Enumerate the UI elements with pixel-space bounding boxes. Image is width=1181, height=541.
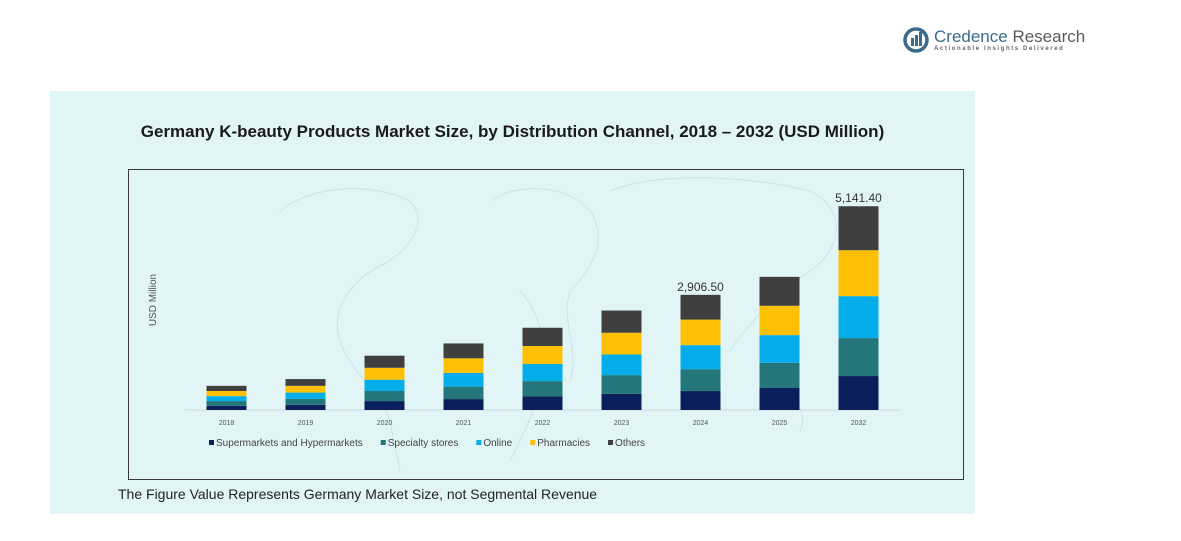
bar-segment-2032-supermarkets-and-hypermarkets xyxy=(838,376,879,410)
bar-segment-2024-supermarkets-and-hypermarkets xyxy=(680,391,721,410)
bar-segment-2020-others xyxy=(364,355,405,368)
bar-segment-2018-pharmacies xyxy=(206,390,247,397)
legend-swatch-pharmacies xyxy=(530,440,536,445)
legend-swatch-specialty-stores xyxy=(380,440,386,445)
bar-segment-2023-pharmacies xyxy=(601,332,642,355)
bar-segment-2021-online xyxy=(443,372,484,387)
bar-segment-2025-others xyxy=(759,276,800,306)
legend-label: Pharmacies xyxy=(537,438,590,449)
x-tick-label: 2018 xyxy=(219,420,235,427)
bar-segment-2024-specialty-stores xyxy=(680,369,721,392)
data-label-2024: 2,906.50 xyxy=(677,280,724,294)
chart-title: Germany K-beauty Products Market Size, b… xyxy=(140,122,885,141)
bar-segment-2018-supermarkets-and-hypermarkets xyxy=(206,405,247,410)
bar-segment-2032-others xyxy=(838,206,879,251)
bar-segment-2025-supermarkets-and-hypermarkets xyxy=(759,388,800,410)
bar-segment-2020-specialty-stores xyxy=(364,390,405,402)
bar-segment-2032-specialty-stores xyxy=(838,338,879,377)
bar-segment-2020-online xyxy=(364,379,405,391)
bar-segment-2022-online xyxy=(522,364,563,382)
footnote: The Figure Value Represents Germany Mark… xyxy=(118,486,598,502)
bar-segment-2019-supermarkets-and-hypermarkets xyxy=(285,404,326,410)
x-tick-label: 2022 xyxy=(535,420,551,427)
x-tick-label: 2024 xyxy=(693,420,709,427)
bar-segment-2020-pharmacies xyxy=(364,367,405,380)
legend-swatch-online xyxy=(476,440,482,445)
bar-segment-2025-pharmacies xyxy=(759,305,800,336)
x-tick-label: 2020 xyxy=(377,420,393,427)
brand-name: Credence Research xyxy=(934,27,1086,46)
bar-segment-2018-online xyxy=(206,396,247,402)
bar-segment-2019-specialty-stores xyxy=(285,398,326,405)
chart-panel: Germany K-beauty Products Market Size, b… xyxy=(50,91,975,514)
bar-segment-2022-specialty-stores xyxy=(522,381,563,397)
bar-segment-2019-pharmacies xyxy=(285,385,326,393)
bar-segment-2025-specialty-stores xyxy=(759,362,800,389)
bar-segment-2019-others xyxy=(285,379,326,386)
x-tick-label: 2019 xyxy=(298,420,314,427)
chart-frame: USD Million 2018 2019 2020 2021 2022 2023 2024… xyxy=(128,169,964,480)
brand-tagline: Actionable Insights Delivered xyxy=(934,46,1065,52)
legend-label: Online xyxy=(483,438,512,449)
bar-segment-2018-specialty-stores xyxy=(206,401,247,406)
bar-segment-2032-online xyxy=(838,296,879,339)
x-tick-label: 2023 xyxy=(614,420,630,427)
bar-segment-2021-specialty-stores xyxy=(443,386,484,400)
brand-logo: Credence Research Actionable Insights De… xyxy=(903,27,1085,53)
bar-segment-2021-supermarkets-and-hypermarkets xyxy=(443,399,484,410)
bar-segment-2025-online xyxy=(759,335,800,363)
data-label-2032: 5,141.40 xyxy=(835,191,882,205)
stacked-bar-chart: USD Million 2018 2019 2020 2021 2022 2023 2024… xyxy=(148,191,901,449)
x-tick-label: 2032 xyxy=(851,420,867,427)
bar-segment-2023-supermarkets-and-hypermarkets xyxy=(601,393,642,410)
legend-label: Others xyxy=(615,438,645,449)
bar-segment-2019-online xyxy=(285,392,326,399)
legend-swatch-supermarkets-and-hypermarkets xyxy=(209,440,214,445)
bar-segment-2022-others xyxy=(522,327,563,346)
x-tick-label: 2021 xyxy=(456,420,472,427)
bar-segment-2021-others xyxy=(443,343,484,359)
bar-segment-2024-others xyxy=(680,294,721,320)
bar-segment-2022-pharmacies xyxy=(522,345,563,365)
y-axis-label: USD Million xyxy=(148,274,159,326)
bar-segment-2022-supermarkets-and-hypermarkets xyxy=(522,396,563,410)
bar-segment-2023-specialty-stores xyxy=(601,375,642,394)
bar-segment-2032-pharmacies xyxy=(838,250,879,297)
bar-segment-2021-pharmacies xyxy=(443,358,484,373)
bar-segment-2020-supermarkets-and-hypermarkets xyxy=(364,401,405,410)
x-tick-label: 2025 xyxy=(772,420,788,427)
legend-swatch-others xyxy=(608,440,614,445)
credence-logo-icon xyxy=(903,27,929,53)
bar-segment-2024-online xyxy=(680,345,721,370)
bar-segment-2023-others xyxy=(601,310,642,333)
legend-label: Specialty stores xyxy=(388,438,459,449)
bar-segment-2023-online xyxy=(601,354,642,376)
legend-label: Supermarkets and Hypermarkets xyxy=(216,438,363,449)
bar-segment-2018-others xyxy=(206,385,247,391)
bar-segment-2024-pharmacies xyxy=(680,319,721,346)
